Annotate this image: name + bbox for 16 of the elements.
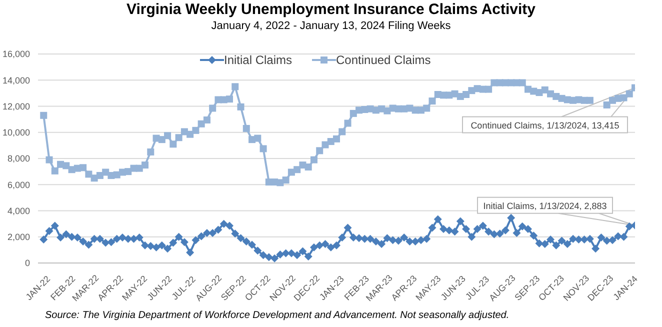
y-tick-label: 10,000 — [2, 128, 30, 138]
y-tick-label: 12,000 — [2, 101, 30, 112]
legend-label: Initial Claims — [223, 53, 292, 67]
y-tick-label: 14,000 — [2, 75, 30, 86]
y-tick-label: 0 — [24, 258, 30, 268]
y-tick-label: 2,000 — [7, 232, 30, 242]
chart-title: Virginia Weekly Unemployment Insurance Claims Activity — [125, 1, 537, 18]
source-note: Source: The Virginia Department of Workforce Development and Advancement. Not seasonally adjusted. — [45, 310, 510, 321]
legend-label: Continued Claims — [335, 53, 431, 67]
annotation: Initial Claims, 1/13/2024, 2,883 — [483, 200, 607, 211]
annotation: Continued Claims, 1/13/2024, 13,415 — [470, 120, 620, 130]
y-tick-label: 8,000 — [7, 154, 30, 164]
y-tick-label: 6,000 — [7, 180, 30, 190]
y-tick-label: 16,000 — [2, 49, 30, 60]
y-tick-label: 4,000 — [7, 206, 30, 216]
chart-subtitle: January 4, 2022 - January 13, 2024 Filing Weeks — [210, 20, 452, 32]
